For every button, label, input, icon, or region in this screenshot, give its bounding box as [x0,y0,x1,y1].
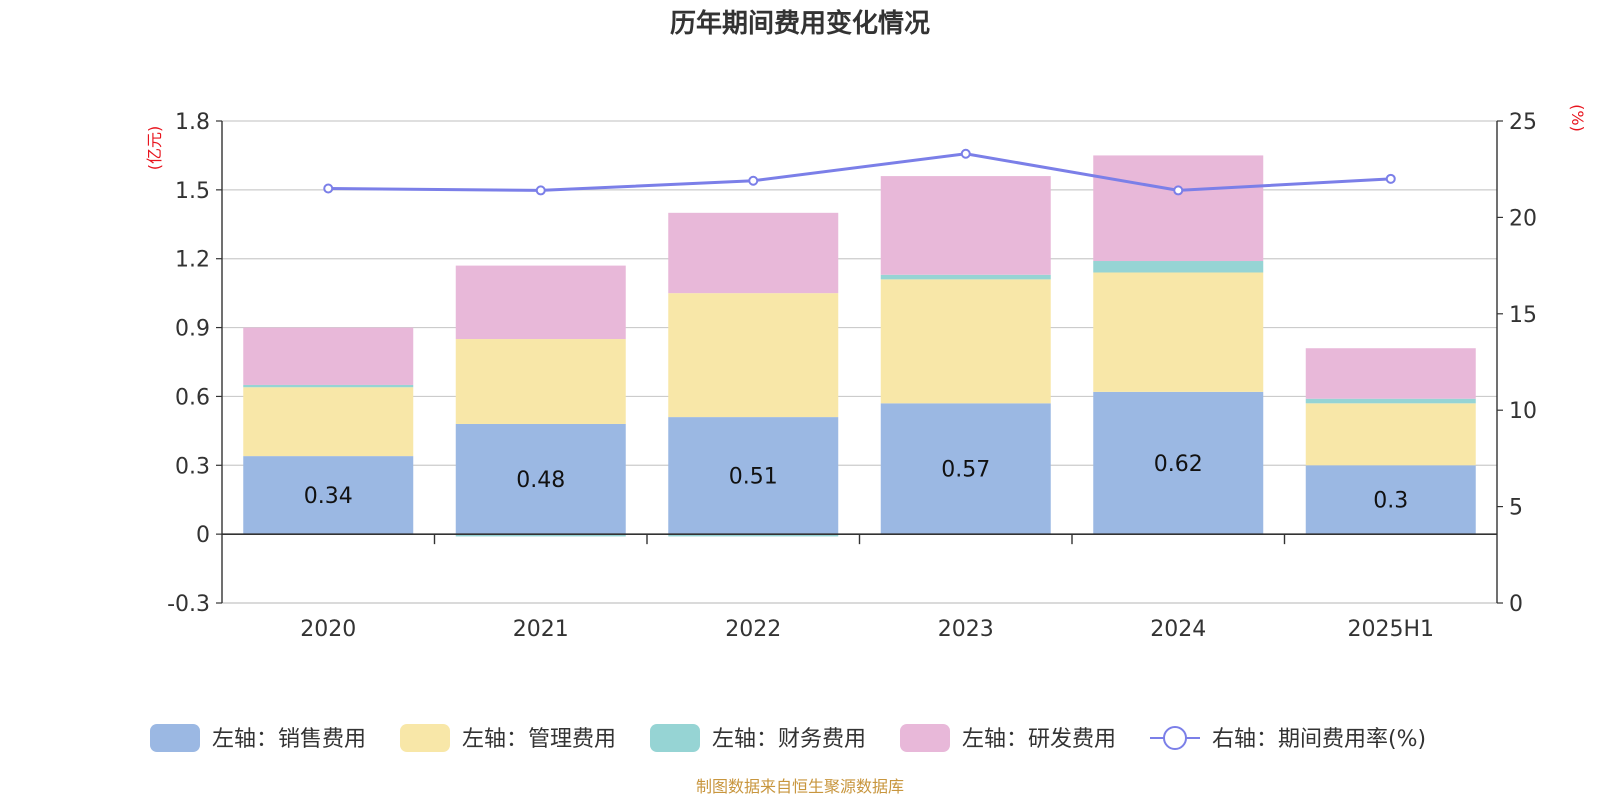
rate-point [960,148,971,159]
bar-segment [243,456,414,535]
bar-segment [1093,272,1264,392]
bar-segment [880,274,1051,280]
left-tick-label: -0.3 [167,592,210,617]
x-tick-label: 2023 [938,617,994,642]
data-labels: 0.34 0.48 0.51 0.57 0.62 0.3 [304,452,1408,514]
axes: -0.3 0 0.3 0.6 0.9 1.2 1.5 1.8 0 5 10 15 20 25 2020 202… [167,110,1537,642]
source-note: 制图数据来自恒生聚源数据库 [696,777,904,796]
rate-point [1385,173,1396,184]
legend-swatch [150,724,200,752]
right-tick-label: 10 [1509,399,1537,424]
bar-segment [1305,403,1476,466]
bar-segment [668,417,839,535]
rate-point [535,185,546,196]
bar-segment [1305,348,1476,399]
legend-label: 右轴：期间费用率(%) [1212,727,1426,752]
legend-label: 左轴：研发费用 [962,727,1116,752]
rate-point [1173,185,1184,196]
bars [243,155,1476,537]
bar-segment [1093,391,1264,535]
left-tick-label: 1.5 [175,179,210,204]
legend-item[interactable]: 左轴：销售费用 [150,724,366,752]
left-tick-label: 0 [196,523,210,548]
right-tick-label: 0 [1509,592,1523,617]
bar-segment [455,339,626,424]
bar-segment [668,293,839,418]
legend-item[interactable]: 左轴：研发费用 [900,724,1116,752]
x-tick-label: 2021 [513,617,569,642]
rate-point [748,175,759,186]
legend: 左轴：销售费用 左轴：管理费用 左轴：财务费用 左轴：研发费用 右轴：期间费用率(%) [150,724,1426,752]
left-tick-label: 1.8 [175,110,210,135]
left-axis-unit: (亿元) [145,126,164,171]
x-tick-label: 2020 [300,617,356,642]
bar-segment [880,279,1051,404]
bar-segment [880,403,1051,535]
rate-line [328,152,1391,192]
bar-segment [455,534,626,537]
right-tick-label: 15 [1509,303,1537,328]
legend-label: 左轴：财务费用 [712,727,866,752]
chart-title: 历年期间费用变化情况 [670,8,930,39]
right-tick-label: 5 [1509,496,1523,521]
rate-point [323,183,334,194]
right-tick-label: 25 [1509,110,1537,135]
right-axis-unit: (%) [1568,104,1587,132]
legend-item[interactable]: 右轴：期间费用率(%) [1150,726,1426,752]
expense-rate-line [323,148,1396,196]
data-label: 0.62 [1154,452,1203,477]
data-label: 0.57 [941,458,990,483]
legend-label: 左轴：管理费用 [462,727,616,752]
bar-segment [1093,155,1264,262]
bar-segment [880,176,1051,275]
x-tick-label: 2025H1 [1347,617,1434,642]
bar-segment [668,212,839,294]
legend-swatch [400,724,450,752]
legend-circle-marker [1163,726,1187,750]
bar-segment [243,387,414,457]
right-tick-label: 20 [1509,206,1537,231]
legend-item[interactable]: 左轴：财务费用 [650,724,866,752]
left-tick-label: 1.2 [175,248,210,273]
bar-segment [1305,398,1476,404]
legend-label: 左轴：销售费用 [212,727,366,752]
x-tick-label: 2022 [725,617,781,642]
legend-swatch [650,724,700,752]
legend-item[interactable]: 左轴：管理费用 [400,724,616,752]
bar-segment [243,327,414,385]
bar-segment [1305,465,1476,535]
data-label: 0.48 [516,468,565,493]
bar-segment [668,534,839,537]
data-label: 0.51 [729,465,778,490]
bar-segment [1093,261,1264,273]
left-tick-label: 0.6 [175,385,210,410]
bar-segment [455,423,626,535]
left-tick-label: 0.9 [175,317,210,342]
x-tick-label: 2024 [1150,617,1206,642]
bar-segment [455,265,626,340]
legend-swatch [900,724,950,752]
data-label: 0.34 [304,484,353,509]
bar-segment [243,384,414,388]
left-tick-label: 0.3 [175,454,210,479]
data-label: 0.3 [1373,489,1408,514]
